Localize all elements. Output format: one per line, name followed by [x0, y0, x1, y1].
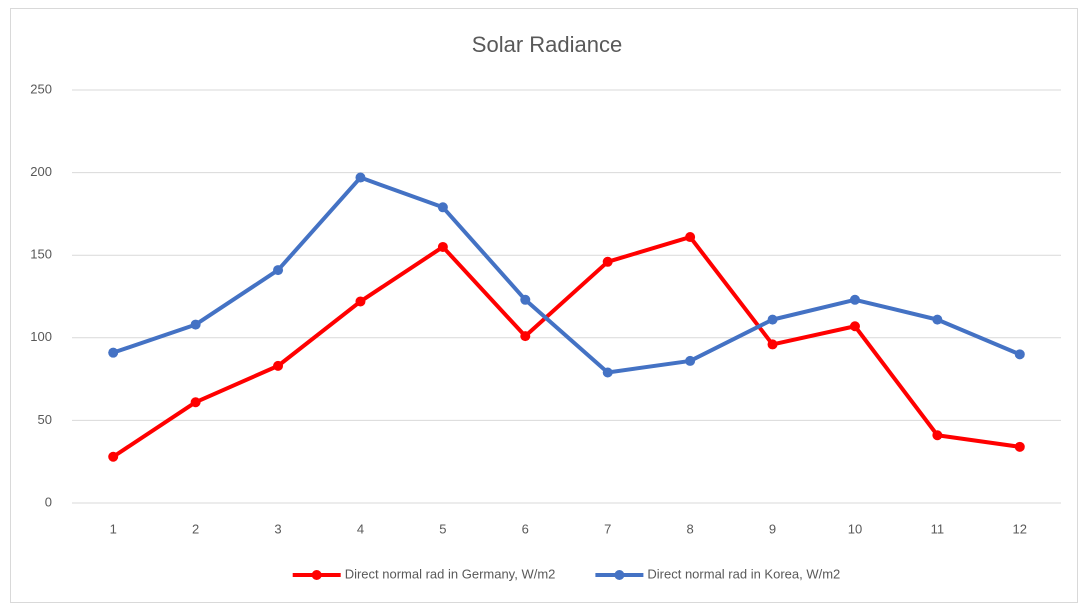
x-tick-label: 9 — [769, 521, 776, 536]
y-tick-label: 50 — [38, 412, 52, 427]
data-point — [190, 319, 201, 330]
data-point — [685, 232, 696, 243]
data-point — [108, 451, 119, 462]
y-tick-label: 150 — [30, 247, 52, 262]
x-tick-label: 6 — [522, 521, 529, 536]
data-point — [520, 294, 531, 305]
series-line — [112, 175, 1021, 375]
chart-border — [10, 8, 1078, 603]
x-tick-label: 7 — [604, 521, 611, 536]
x-tick-label: 8 — [687, 521, 694, 536]
data-point — [602, 256, 613, 267]
x-tick-label: 2 — [192, 521, 199, 536]
x-tick-label: 3 — [274, 521, 281, 536]
y-tick-label: 100 — [30, 329, 52, 344]
x-tick-label: 5 — [439, 521, 446, 536]
data-point — [437, 241, 448, 252]
legend-marker — [311, 570, 322, 580]
data-point — [273, 360, 284, 371]
data-point — [190, 397, 201, 408]
data-point — [273, 265, 284, 276]
data-point — [108, 347, 119, 358]
data-point — [849, 294, 860, 305]
legend-label: Direct normal rad in Germany, W/m2 — [345, 566, 556, 581]
data-point — [355, 296, 366, 307]
y-tick-label: 250 — [30, 81, 52, 96]
legend-marker — [614, 570, 625, 580]
data-point — [520, 331, 531, 342]
legend-label: Direct normal rad in Korea, W/m2 — [647, 566, 840, 581]
x-tick-label: 1 — [110, 521, 117, 536]
x-tick-label: 4 — [357, 521, 364, 536]
data-point — [767, 339, 778, 350]
y-tick-label: 200 — [30, 164, 52, 179]
data-point — [437, 202, 448, 213]
data-point — [849, 321, 860, 332]
data-point — [932, 314, 943, 325]
data-point — [1014, 349, 1025, 360]
series-line — [112, 235, 1021, 459]
x-tick-label: 10 — [848, 521, 862, 536]
chart-title: Solar Radiance — [472, 32, 622, 57]
data-point — [685, 355, 696, 366]
data-point — [602, 367, 613, 378]
data-point — [355, 172, 366, 183]
y-tick-label: 0 — [45, 494, 52, 509]
data-point — [767, 314, 778, 325]
x-tick-label: 11 — [931, 521, 945, 536]
x-tick-label: 12 — [1013, 521, 1027, 536]
data-point — [1014, 441, 1025, 452]
data-point — [932, 430, 943, 441]
